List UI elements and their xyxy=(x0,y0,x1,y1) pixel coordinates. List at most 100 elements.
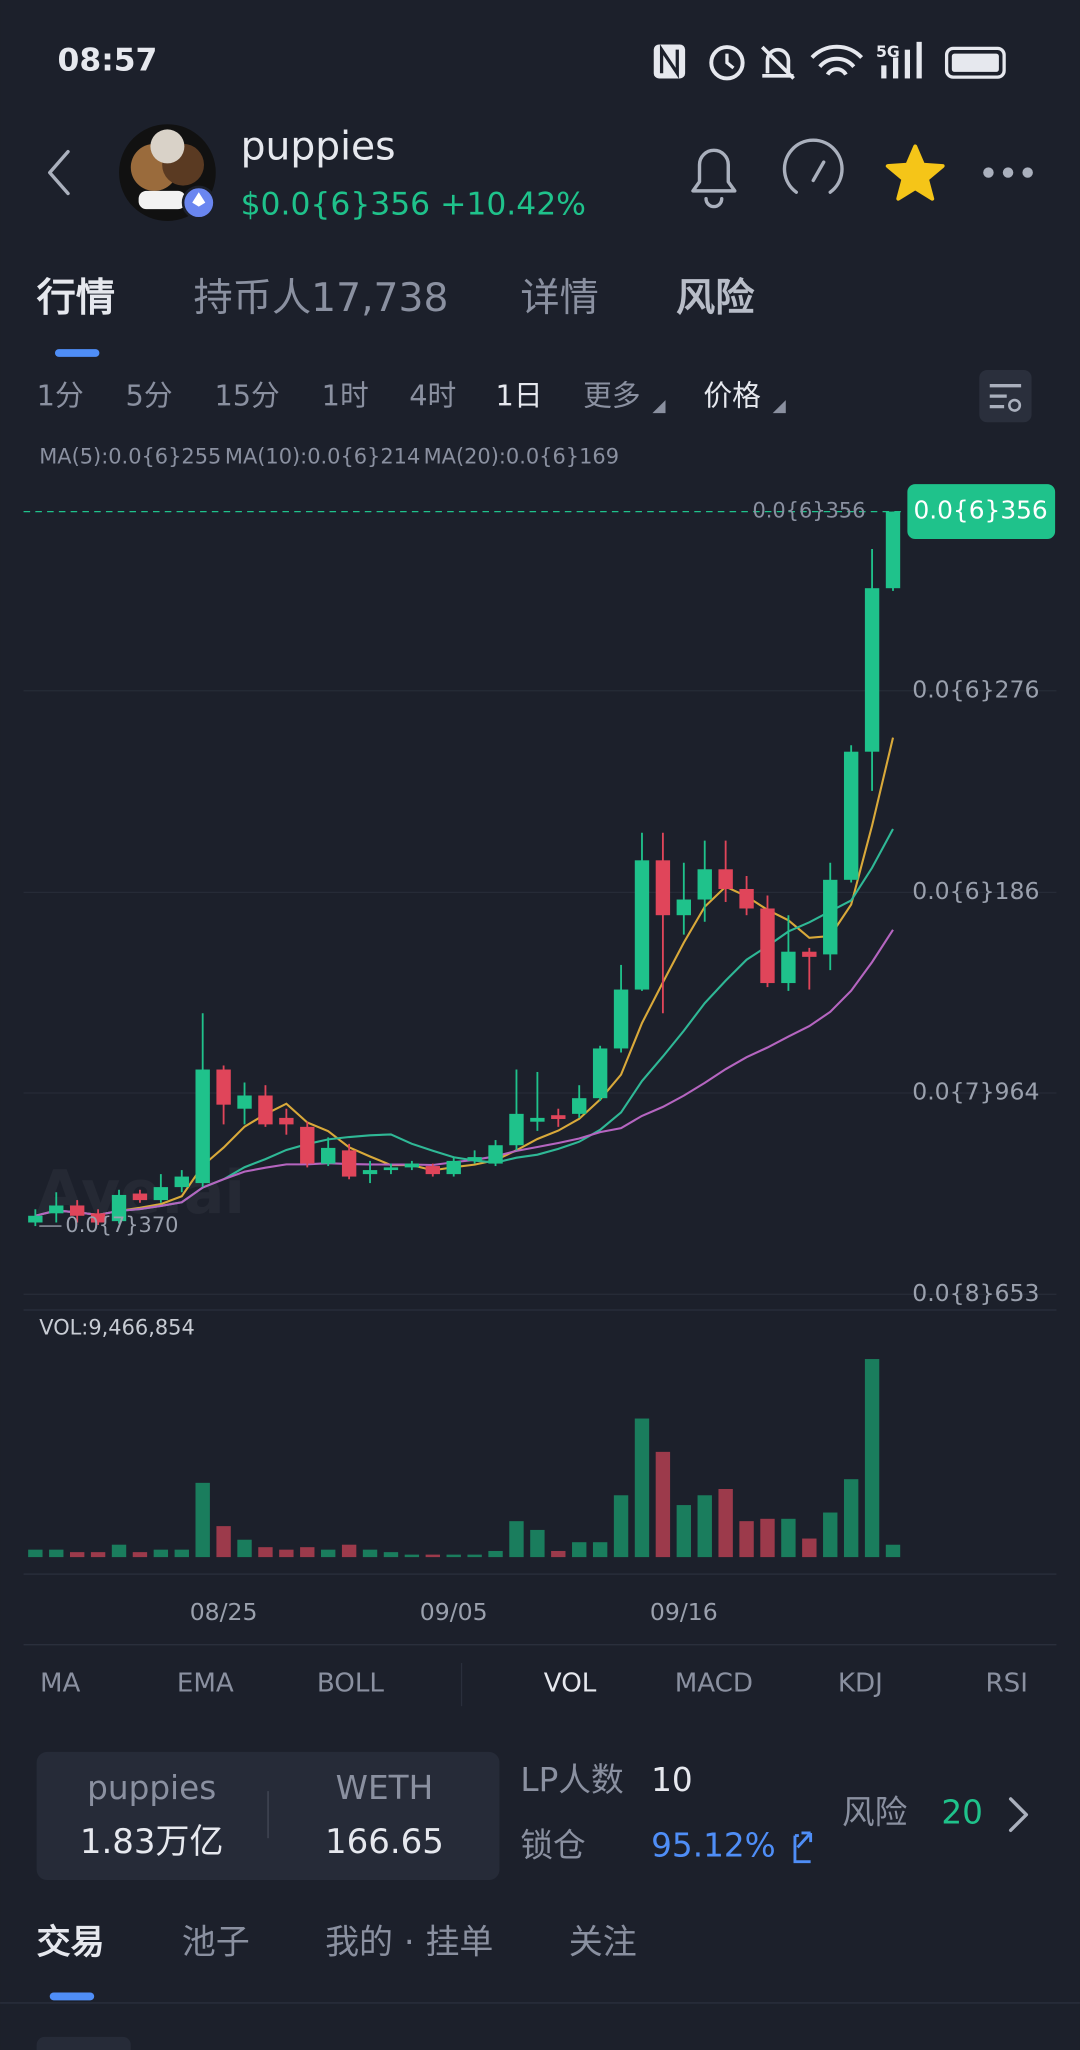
status-time: 08:57 xyxy=(58,42,158,78)
last-price-tag xyxy=(907,484,1056,540)
gauge-button[interactable] xyxy=(782,138,844,194)
volume-bar xyxy=(634,1418,650,1558)
candle-body xyxy=(802,951,817,957)
candle-body xyxy=(425,1166,440,1175)
risk-score: 20 xyxy=(941,1794,983,1832)
indicator[interactable]: VOL xyxy=(544,1668,597,1698)
interval[interactable]: 5分 xyxy=(126,378,173,412)
volume-bar xyxy=(258,1547,273,1558)
dropdown-icon xyxy=(772,400,786,414)
interval[interactable]: 4时 xyxy=(409,378,456,412)
volume-bar xyxy=(718,1488,733,1558)
candle-body xyxy=(697,869,712,900)
interval-more[interactable]: 更多 xyxy=(583,378,641,412)
chart: 0.0{6}276 0.0{6}186 0.0{7}964 0.0{8}653 08/2… xyxy=(23,484,1057,1626)
volume-label: VOL:9,466,854 xyxy=(39,1315,194,1339)
volume-bar xyxy=(572,1542,587,1558)
candle-body xyxy=(404,1163,420,1168)
favorite-button[interactable] xyxy=(885,144,945,201)
candle-body xyxy=(781,951,796,984)
candle-body xyxy=(446,1160,461,1175)
volume-bar xyxy=(613,1495,629,1558)
indicator[interactable]: KDJ xyxy=(838,1668,883,1698)
bottom-tab[interactable]: 关注 xyxy=(569,1923,637,1963)
lock-percent[interactable]: 95.12% xyxy=(651,1826,776,1864)
candle-body xyxy=(655,860,671,916)
pool-amount: 166.65 xyxy=(325,1822,444,1862)
volume-bar xyxy=(300,1547,315,1558)
volume-bar xyxy=(488,1550,503,1558)
indicator[interactable]: MA xyxy=(40,1668,81,1698)
x-tick-label: 09/16 xyxy=(650,1598,718,1626)
price-mode[interactable]: 价格 xyxy=(703,378,761,412)
ma-legend: MA(5):0.0{6}255 xyxy=(39,445,221,469)
indicator[interactable]: MACD xyxy=(675,1668,753,1698)
alert-button[interactable] xyxy=(691,148,737,209)
interval[interactable]: 1日 xyxy=(496,378,543,412)
tab[interactable]: 持币人17,738 xyxy=(194,276,449,321)
chevron[interactable] xyxy=(1008,1797,1029,1833)
link-icon[interactable] xyxy=(793,1831,813,1864)
x-tick-label: 09/05 xyxy=(420,1598,488,1626)
candle-body xyxy=(321,1147,336,1164)
candle-body xyxy=(174,1176,189,1188)
candle-body xyxy=(592,1048,608,1099)
candle-body xyxy=(279,1117,294,1125)
interval[interactable]: 1分 xyxy=(37,378,84,412)
lp-label: LP人数 xyxy=(520,1761,623,1799)
chart-settings[interactable] xyxy=(979,369,1032,423)
candle-body xyxy=(111,1194,127,1222)
indicator[interactable]: RSI xyxy=(986,1668,1028,1698)
tab[interactable]: 风险 xyxy=(676,276,755,321)
price: $0.0{6}356 xyxy=(241,186,431,222)
status-icons: 5G xyxy=(653,42,1006,81)
volume-bar xyxy=(760,1518,775,1558)
interval[interactable]: 1时 xyxy=(322,378,369,412)
volume-bar xyxy=(467,1554,482,1558)
volume-bar xyxy=(28,1549,43,1558)
ma-line xyxy=(35,929,894,1217)
bottom-tab[interactable]: 我的 · 挂单 xyxy=(325,1923,493,1963)
tab[interactable]: 行情 xyxy=(37,276,115,321)
last-price-tag-label: 0.0{6}356 xyxy=(913,496,1047,525)
volume-bar xyxy=(739,1521,754,1558)
volume-bar xyxy=(864,1359,880,1558)
candle-body xyxy=(572,1098,587,1114)
volume-bar xyxy=(655,1451,671,1558)
lp-count: 10 xyxy=(651,1761,693,1799)
back-button[interactable] xyxy=(48,149,70,196)
volume-bar xyxy=(509,1521,524,1558)
candle-body xyxy=(258,1095,273,1125)
more-button[interactable] xyxy=(983,167,1033,178)
dropdown-icon xyxy=(652,400,666,414)
price-change: +10.42% xyxy=(440,186,586,222)
ma-legend: MA(20):0.0{6}169 xyxy=(424,445,619,469)
volume-bar xyxy=(885,1544,901,1558)
tab-indicator xyxy=(54,349,100,357)
volume-bar xyxy=(174,1549,189,1558)
candle-body xyxy=(718,869,733,889)
candle-body xyxy=(216,1069,231,1105)
volume-bar xyxy=(237,1539,252,1558)
candle-body xyxy=(864,588,880,752)
volume-bar xyxy=(697,1495,712,1558)
candle-body xyxy=(634,860,650,990)
interval[interactable]: 15分 xyxy=(214,378,279,412)
volume-bar xyxy=(153,1549,169,1558)
y-tick-label: 0.0{7}964 xyxy=(912,1078,1039,1106)
bottom-tab[interactable]: 池子 xyxy=(182,1923,250,1963)
volume-bar xyxy=(132,1552,148,1558)
volume-bar xyxy=(341,1544,357,1558)
x-tick-label: 08/25 xyxy=(190,1598,258,1626)
tab[interactable]: 详情 xyxy=(520,276,598,321)
volume-bar xyxy=(592,1542,608,1558)
candle-body xyxy=(739,888,754,909)
volume-bar xyxy=(111,1544,127,1558)
volume-bar xyxy=(823,1512,838,1558)
indicator[interactable]: EMA xyxy=(177,1668,234,1698)
indicator[interactable]: BOLL xyxy=(317,1668,385,1698)
bottom-tab[interactable]: 交易 xyxy=(37,1923,105,1963)
volume-bar xyxy=(49,1549,64,1558)
